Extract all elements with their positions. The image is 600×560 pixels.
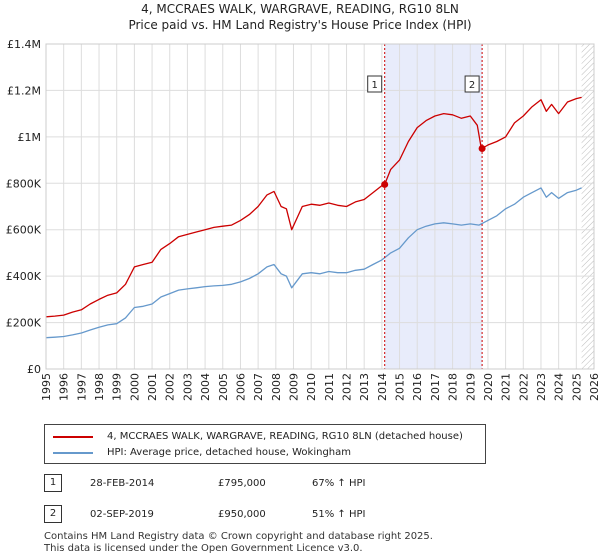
property-price-line: [45, 96, 582, 318]
x-tick-label: 2000: [128, 373, 141, 401]
transaction-date: 28-FEB-2014: [90, 478, 155, 489]
sale-point: [381, 180, 389, 188]
y-tick-label: £1.2M: [7, 84, 41, 97]
x-tick-label: 2009: [287, 373, 300, 401]
sale-marker-box: [367, 75, 383, 93]
x-tick-label: 2011: [323, 373, 336, 401]
forecast-hatch-shade: [581, 44, 594, 369]
transaction-row-1: 1 28-FEB-2014 £795,000 67% ↑ HPI: [44, 474, 564, 492]
transaction-number: 1: [44, 474, 62, 492]
sale-marker-label: 2: [469, 80, 475, 91]
x-tick-label: 2016: [411, 373, 424, 401]
transaction-price: £950,000: [218, 509, 266, 520]
x-tick-label: 2010: [305, 373, 318, 401]
x-tick-label: 2018: [447, 373, 460, 401]
footer-copyright: Contains HM Land Registry data © Crown c…: [44, 531, 433, 542]
x-tick-label: 2022: [517, 373, 530, 401]
x-tick-label: 2015: [394, 373, 407, 401]
chart-title-line2: Price paid vs. HM Land Registry's House …: [128, 18, 472, 32]
x-tick-label: 2023: [535, 373, 548, 401]
sale-marker-box: [464, 75, 480, 93]
transaction-price: £795,000: [218, 478, 266, 489]
x-tick-label: 2021: [500, 373, 513, 401]
x-tick-label: 2013: [358, 373, 371, 401]
y-tick-label: £1.4M: [7, 38, 41, 51]
axis-layer: £0 £200K £400K £600K £800K £1M £1.2M £1.4M 1995 1…: [6, 38, 600, 401]
plot-background: [46, 44, 594, 369]
y-tick-label: £200K: [6, 317, 42, 330]
transaction-date: 02-SEP-2019: [90, 509, 154, 520]
ownership-period-shade: [384, 44, 483, 369]
plot-frame: [45, 43, 595, 370]
x-tick-label: 2024: [553, 373, 566, 401]
footer-licence: This data is licensed under the Open Gov…: [44, 543, 363, 554]
x-tick-label: 2003: [181, 373, 194, 401]
x-tick-label: 1996: [58, 373, 71, 401]
legend-swatch-hpi: [53, 452, 93, 454]
x-tick-label: 2014: [376, 373, 389, 401]
y-tick-label: £0: [27, 363, 41, 376]
chart-title-line1: 4, MCCRAES WALK, WARGRAVE, READING, RG10…: [141, 2, 459, 16]
x-tick-label: 2007: [252, 373, 265, 401]
legend: 4, MCCRAES WALK, WARGRAVE, READING, RG10…: [44, 424, 486, 464]
x-tick-label: 2025: [570, 373, 583, 401]
shade-layer: [46, 44, 594, 369]
x-tick-label: 1997: [75, 373, 88, 401]
x-tick-label: 2006: [234, 373, 247, 401]
x-tick-label: 2001: [146, 373, 159, 401]
y-tick-label: £1M: [18, 131, 42, 144]
x-tick-label: 2020: [482, 373, 495, 401]
transaction-hpi: 67% ↑ HPI: [312, 478, 366, 489]
x-tick-label: 2019: [464, 373, 477, 401]
x-tick-label: 2017: [429, 373, 442, 401]
x-tick-label: 2002: [164, 373, 177, 401]
x-tick-label: 2026: [588, 373, 600, 401]
hpi-line: [45, 187, 582, 339]
transaction-row-2: 2 02-SEP-2019 £950,000 51% ↑ HPI: [44, 505, 564, 523]
series-layer: [45, 96, 582, 339]
y-tick-label: £800K: [6, 177, 42, 190]
y-tick-label: £400K: [6, 270, 42, 283]
x-tick-label: 1998: [93, 373, 106, 401]
x-tick-label: 2004: [199, 373, 212, 401]
x-tick-label: 2012: [341, 373, 354, 401]
transaction-hpi: 51% ↑ HPI: [312, 509, 366, 520]
x-tick-label: 2005: [217, 373, 230, 401]
y-tick-label: £600K: [6, 224, 42, 237]
legend-swatch-property: [53, 436, 93, 438]
x-tick-label: 1995: [40, 373, 53, 401]
transaction-number: 2: [44, 505, 62, 523]
legend-label-property: 4, MCCRAES WALK, WARGRAVE, READING, RG10…: [107, 431, 463, 442]
legend-label-hpi: HPI: Average price, detached house, Woki…: [107, 447, 351, 458]
sale-point: [478, 144, 486, 152]
x-tick-label: 1999: [111, 373, 124, 401]
sale-marker-label: 1: [372, 80, 378, 91]
x-tick-label: 2008: [270, 373, 283, 401]
